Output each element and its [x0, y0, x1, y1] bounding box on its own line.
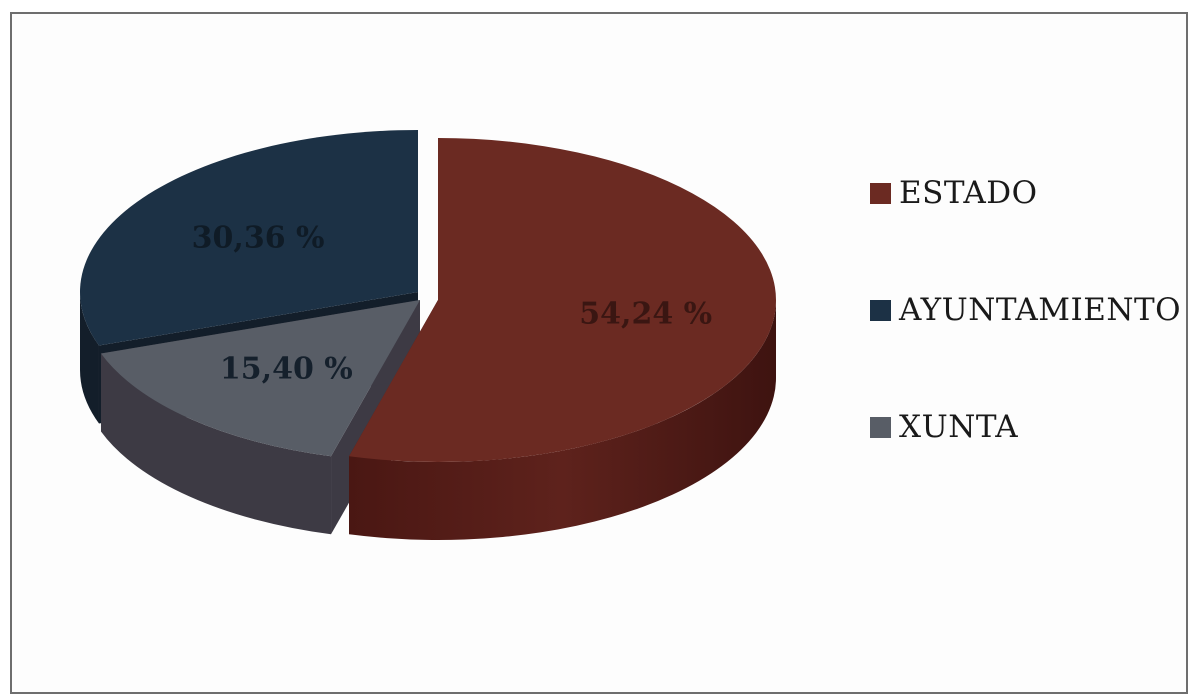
- legend-label-estado: ESTADO: [899, 175, 1038, 211]
- pie-slice-estado: [349, 138, 777, 462]
- legend-swatch-estado: [870, 182, 891, 204]
- legend-item-xunta: XUNTA: [870, 402, 1181, 452]
- pie-slice-ayuntamiento-side: [80, 292, 99, 424]
- legend-item-estado: ESTADO: [870, 168, 1181, 218]
- pie-slice-xunta-side: [100, 353, 332, 535]
- pie-tops: [79, 130, 777, 462]
- legend-swatch-xunta: [870, 416, 891, 438]
- pie-labels: 54,24 % 15,40 % 30,36 %: [192, 221, 712, 387]
- pie-slice-xunta: [100, 300, 420, 457]
- pie-slice-estado-side: [349, 300, 776, 540]
- slice-label-ayuntamiento: 30,36 %: [192, 221, 325, 256]
- legend: ESTADO AYUNTAMIENTO XUNTA: [870, 168, 1181, 452]
- legend-label-xunta: XUNTA: [899, 409, 1019, 445]
- legend-swatch-ayuntamiento: [870, 299, 891, 321]
- legend-label-ayuntamiento: AYUNTAMIENTO: [899, 292, 1182, 328]
- slice-label-xunta: 15,40 %: [220, 352, 353, 387]
- slice-label-estado: 54,24 %: [579, 296, 712, 331]
- pie-slice-ayuntamiento: [79, 130, 418, 346]
- legend-item-ayuntamiento: AYUNTAMIENTO: [870, 285, 1181, 335]
